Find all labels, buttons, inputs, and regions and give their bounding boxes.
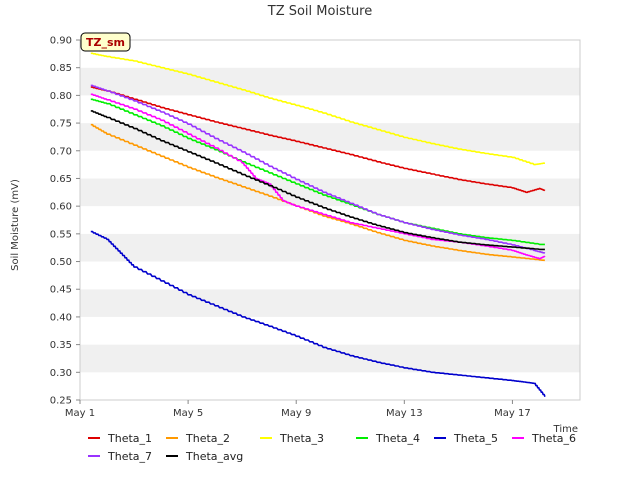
y-axis: 0.25 0.30 0.35 0.40 0.45 0.50 0.55 0.60 0.65 0.70…	[50, 36, 80, 407]
y-tick-label: 0.30	[50, 368, 72, 379]
y-tick-label: 0.60	[50, 202, 72, 213]
series-line-theta_3	[90, 52, 546, 166]
plot-frame	[79, 39, 581, 401]
series-line-theta_6	[90, 93, 546, 260]
grid-band	[80, 206, 580, 234]
chart-title: TZ Soil Moisture	[267, 4, 373, 19]
y-tick-label: 0.90	[50, 36, 72, 47]
y-tick-label: 0.85	[50, 63, 72, 74]
series-lines	[90, 52, 546, 397]
legend: Theta_1 Theta_2 Theta_3 Theta_4 Theta_5 Theta…	[88, 432, 576, 463]
grid-band	[80, 289, 580, 317]
series-line-theta_4	[90, 98, 546, 246]
x-axis-label: Time	[553, 424, 578, 435]
y-tick-label: 0.50	[50, 257, 72, 268]
legend-label-theta_avg: Theta_avg	[185, 450, 243, 463]
legend-label-theta_4: Theta_4	[375, 432, 420, 445]
x-tick-label: May 9	[281, 408, 311, 419]
series-line-theta_5	[90, 230, 546, 397]
grid-band	[80, 67, 580, 96]
legend-label-theta_3: Theta_3	[279, 432, 324, 445]
grid-band	[80, 372, 580, 400]
legend-label-theta_6: Theta_6	[531, 432, 576, 445]
y-tick-label: 0.75	[50, 119, 72, 130]
legend-label-theta_5: Theta_5	[453, 432, 498, 445]
series-line-theta_7	[90, 84, 546, 254]
y-axis-label: Soil Moisture (mV)	[10, 179, 21, 271]
y-tick-label: 0.70	[50, 146, 72, 157]
series-line-theta_2	[90, 123, 546, 262]
y-tick-label: 0.35	[50, 340, 72, 351]
grid-band	[80, 233, 580, 262]
grid-band	[80, 123, 580, 151]
badge-label: TZ_sm	[86, 36, 125, 49]
x-tick-label: May 17	[494, 408, 531, 419]
badge-box	[80, 32, 131, 52]
y-tick-label: 0.65	[50, 174, 72, 185]
y-tick-label: 0.80	[50, 91, 72, 102]
x-tick-label: May 1	[65, 408, 95, 419]
y-tick-label: 0.45	[50, 285, 72, 296]
plot-background	[80, 40, 580, 400]
grid-band	[80, 261, 580, 290]
grid-band	[80, 316, 580, 345]
series-badge: TZ_sm	[80, 32, 131, 52]
x-axis: May 1 May 5 May 9 May 13 May 17	[65, 400, 531, 419]
series-line-theta_1	[90, 86, 546, 194]
legend-label-theta_2: Theta_2	[185, 432, 230, 445]
x-tick-label: May 13	[386, 408, 423, 419]
y-tick-label: 0.55	[50, 229, 72, 240]
grid-band	[80, 150, 580, 179]
grid-band	[80, 178, 580, 207]
grid-band	[80, 40, 580, 68]
grid-band	[80, 95, 580, 124]
series-line-theta_avg	[90, 110, 546, 251]
y-tick-label: 0.25	[50, 396, 72, 407]
y-tick-label: 0.40	[50, 312, 72, 323]
legend-label-theta_7: Theta_7	[107, 450, 152, 463]
x-tick-label: May 5	[173, 408, 203, 419]
legend-label-theta_1: Theta_1	[107, 432, 152, 445]
